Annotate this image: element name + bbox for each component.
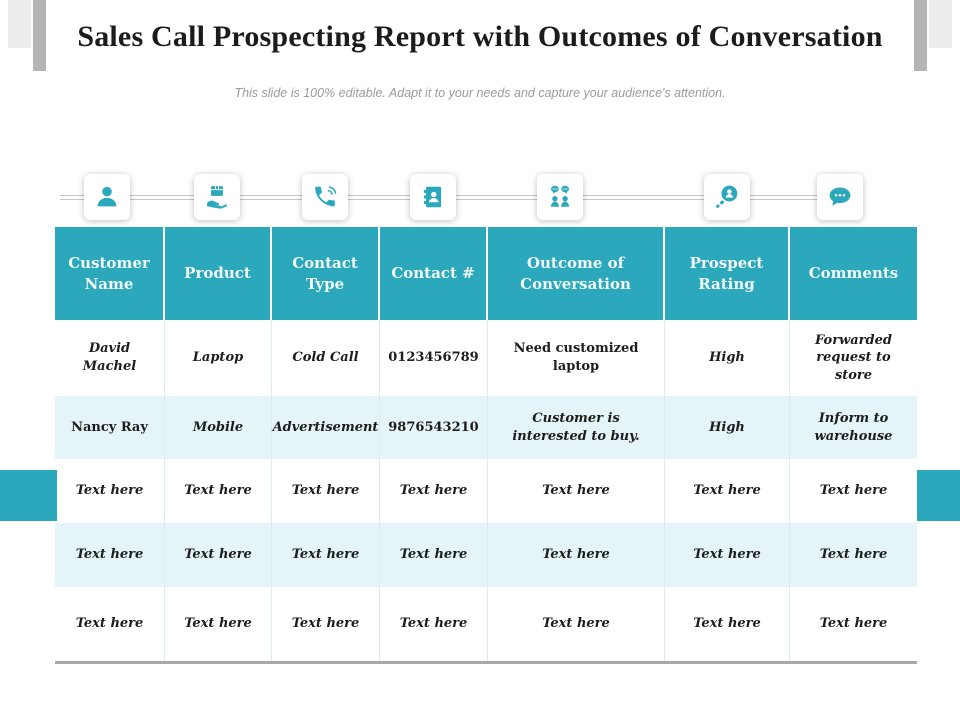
column-header-comments: Comments [790, 227, 917, 320]
cell-contact-type: Cold Call [272, 320, 380, 396]
cell-prospect-rating: Text here [665, 459, 790, 523]
cell-outcome: Customer is interested to buy. [488, 396, 665, 459]
prospecting-table: Customer Name Product Contact Type Conta… [55, 227, 917, 664]
cell-customer-name: David Machel [55, 320, 165, 396]
connector-line [60, 195, 860, 200]
cell-comments: Inform to warehouse [790, 396, 917, 459]
decor-bar-left-light [8, 0, 31, 48]
slide-subtitle: This slide is 100% editable. Adapt it to… [234, 86, 726, 100]
prospect-search-icon [714, 184, 740, 210]
cell-product: Text here [165, 523, 272, 587]
column-header-customer-name: Customer Name [55, 227, 165, 320]
cell-contact-number: Text here [380, 587, 488, 661]
conversation-icon [547, 184, 573, 210]
cell-customer-name: Text here [55, 587, 165, 661]
decor-bar-right-light [929, 0, 952, 48]
cell-product: Text here [165, 459, 272, 523]
cell-outcome: Need customized laptop [488, 320, 665, 396]
cell-outcome: Text here [488, 587, 665, 661]
cell-contact-type: Text here [272, 523, 380, 587]
conversation-icon-card [537, 174, 583, 220]
cell-outcome: Text here [488, 459, 665, 523]
comment-icon [827, 184, 853, 210]
comment-icon-card [817, 174, 863, 220]
cell-product: Text here [165, 587, 272, 661]
cell-contact-type: Text here [272, 587, 380, 661]
prospect-search-icon-card [704, 174, 750, 220]
column-header-contact-number: Contact # [380, 227, 488, 320]
cell-customer-name: Text here [55, 523, 165, 587]
cell-comments: Text here [790, 587, 917, 661]
cell-comments: Text here [790, 459, 917, 523]
cell-customer-name: Nancy Ray [55, 396, 165, 459]
cell-customer-name: Text here [55, 459, 165, 523]
cell-prospect-rating: High [665, 320, 790, 396]
user-icon [94, 184, 120, 210]
phone-call-icon [312, 184, 338, 210]
cell-product: Laptop [165, 320, 272, 396]
column-header-product: Product [165, 227, 272, 320]
cell-prospect-rating: High [665, 396, 790, 459]
contact-card-icon [420, 184, 446, 210]
product-in-hand-icon [204, 184, 230, 210]
page-title: Sales Call Prospecting Report with Outco… [77, 20, 883, 53]
decor-bar-left-dark [33, 0, 46, 71]
user-icon-card [84, 174, 130, 220]
column-header-outcome: Outcome of Conversation [488, 227, 665, 320]
cell-prospect-rating: Text here [665, 587, 790, 661]
accent-block-right [917, 470, 960, 521]
column-header-prospect-rating: Prospect Rating [665, 227, 790, 320]
decor-bar-right-dark [914, 0, 927, 71]
cell-contact-number: Text here [380, 523, 488, 587]
cell-contact-type: Advertisement [272, 396, 380, 459]
product-icon-card [194, 174, 240, 220]
accent-block-left [0, 470, 57, 521]
cell-contact-number: 9876543210 [380, 396, 488, 459]
cell-contact-number: Text here [380, 459, 488, 523]
phone-icon-card [302, 174, 348, 220]
column-header-contact-type: Contact Type [272, 227, 380, 320]
cell-comments: Text here [790, 523, 917, 587]
cell-contact-number: 0123456789 [380, 320, 488, 396]
cell-prospect-rating: Text here [665, 523, 790, 587]
cell-comments: Forwarded request to store [790, 320, 917, 396]
contact-card-icon-card [410, 174, 456, 220]
cell-outcome: Text here [488, 523, 665, 587]
cell-product: Mobile [165, 396, 272, 459]
cell-contact-type: Text here [272, 459, 380, 523]
